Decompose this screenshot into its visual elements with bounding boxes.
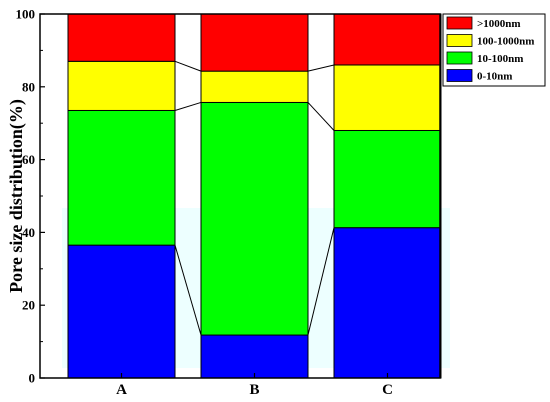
bar-A-series-2 — [67, 60, 176, 111]
legend-swatch — [446, 16, 473, 30]
x-tick-label-A: A — [116, 382, 127, 398]
x-tick-label-C: C — [382, 382, 393, 398]
connector-1-1 — [307, 227, 335, 336]
legend-swatch — [446, 69, 473, 82]
y-tick-label: 40 — [22, 225, 35, 240]
bar-B-series-3 — [200, 13, 309, 72]
legend-entry: >1000nm — [477, 18, 521, 30]
y-tick-label: 100 — [16, 7, 36, 22]
connector-1-2 — [307, 102, 335, 131]
x-tick-label-B: B — [249, 382, 259, 398]
bar-C-series-3 — [333, 13, 442, 66]
y-tick-label: 60 — [22, 152, 35, 167]
axes-layer — [39, 13, 441, 379]
bar-C-series-2 — [333, 64, 442, 131]
bar-A-series-0 — [67, 244, 176, 379]
bar-A-series-1 — [67, 109, 176, 246]
y-tick-label: 80 — [22, 79, 35, 94]
bar-B-series-1 — [200, 101, 309, 336]
connector-0-1 — [174, 245, 202, 336]
connector-0-2 — [174, 101, 202, 111]
connector-1-3 — [307, 64, 335, 72]
y-tick-label: 20 — [22, 298, 35, 313]
legend-swatch — [446, 51, 473, 65]
x-tick-labels: A B C — [116, 382, 393, 398]
bar-A-series-3 — [67, 13, 176, 62]
legend-entry: 0-10nm — [477, 71, 512, 83]
y-axis-title: Pore size distribution(%) — [6, 99, 27, 293]
bar-C-series-0 — [333, 227, 442, 379]
connector-lines — [174, 60, 335, 336]
bar-C-series-1 — [333, 129, 442, 229]
legend-entry: 10-100nm — [477, 53, 523, 65]
y-tick-label: 0 — [29, 371, 36, 386]
legend-entry: 100-1000nm — [477, 36, 534, 48]
bars-layer — [67, 13, 442, 379]
y-tick-labels: 0 20 40 60 80 100 — [16, 7, 36, 386]
bar-B-series-0 — [200, 334, 309, 379]
bar-B-series-2 — [200, 70, 309, 103]
legend-swatch — [446, 34, 473, 47]
legend: >1000nm 100-1000nm 10-100nm 0-10nm — [442, 13, 546, 87]
connector-0-3 — [174, 60, 202, 72]
